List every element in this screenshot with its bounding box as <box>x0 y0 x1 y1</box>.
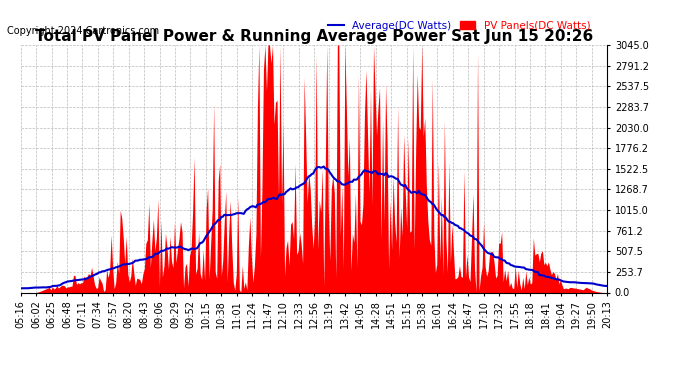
Legend: Average(DC Watts), PV Panels(DC Watts): Average(DC Watts), PV Panels(DC Watts) <box>328 21 590 30</box>
Title: Total PV Panel Power & Running Average Power Sat Jun 15 20:26: Total PV Panel Power & Running Average P… <box>34 29 593 44</box>
Text: Copyright 2024 Cartronics.com: Copyright 2024 Cartronics.com <box>7 26 159 36</box>
